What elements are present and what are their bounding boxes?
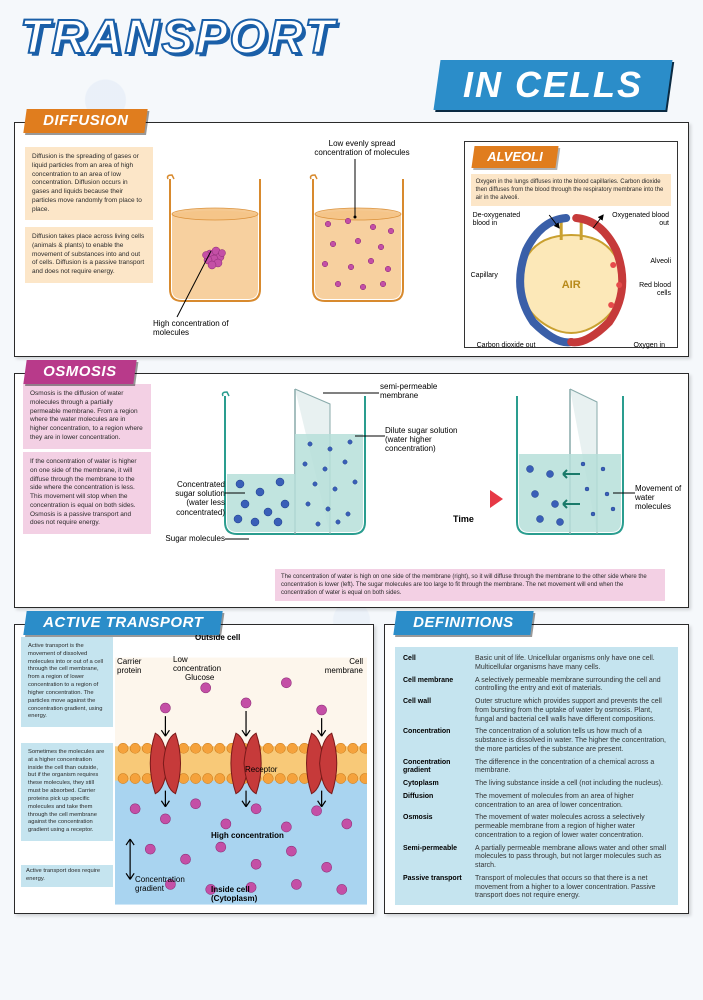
diffusion-tab: DIFFUSION — [23, 109, 148, 133]
active-note1: Active transport is the movement of diss… — [21, 637, 113, 727]
definitions-panel: DEFINITIONS CellBasic unit of life. Unic… — [384, 624, 689, 914]
air-label: AIR — [561, 279, 580, 291]
title-banner: IN CELLS — [433, 60, 672, 110]
definition-term: Diffusion — [403, 793, 475, 811]
definition-term: Cell membrane — [403, 677, 475, 695]
definition-row: Passive transportTransport of molecules … — [403, 875, 670, 901]
diffusion-panel: DIFFUSION Diffusion is the spreading of … — [14, 122, 689, 357]
definitions-box: CellBasic unit of life. Unicellular orga… — [395, 647, 678, 905]
alveoli-capillary-label: Capillary — [471, 272, 513, 280]
page-title: TRANSPORT IN CELLS — [14, 10, 689, 110]
active-tab-label: ACTIVE TRANSPORT — [43, 614, 203, 631]
active-inside-label: Inside cell (Cytoplasm) — [211, 885, 291, 903]
active-transport-panel: ACTIVE TRANSPORT Active transport is the… — [14, 624, 374, 914]
definition-desc: Transport of molecules that occurs so th… — [475, 875, 670, 901]
diffusion-tab-label: DIFFUSION — [43, 112, 128, 129]
osmosis-conc-label: Concentrated sugar solution (water less … — [155, 480, 225, 517]
definition-desc: Outer structure which provides support a… — [475, 698, 670, 724]
definition-row: Semi-permeableA partially permeable memb… — [403, 845, 670, 871]
definition-row: Cell wallOuter structure which provides … — [403, 698, 670, 724]
definition-desc: A partially permeable membrane allows wa… — [475, 845, 670, 871]
active-note3: Active transport does require energy. — [21, 865, 113, 887]
definition-term: Cytoplasm — [403, 780, 475, 789]
title-line1: TRANSPORT — [20, 10, 336, 65]
definition-term: Concentration gradient — [403, 759, 475, 777]
definitions-list: CellBasic unit of life. Unicellular orga… — [403, 655, 670, 901]
active-low-label: Low concentration — [173, 655, 233, 673]
definition-desc: The concentration of a solution tells us… — [475, 728, 670, 754]
definition-row: Cell membraneA selectively permeable mem… — [403, 677, 670, 695]
alveoli-panel: ALVEOLI Oxygen in the lungs diffuses int… — [464, 141, 678, 348]
alveoli-o2-label: Oxygen in — [611, 342, 665, 350]
definition-desc: The movement of molecules from an area o… — [475, 793, 670, 811]
definition-term: Osmosis — [403, 814, 475, 840]
osmosis-note1: Osmosis is the diffusion of water molecu… — [23, 384, 151, 449]
alveoli-alveoli-label: Alveoli — [635, 258, 671, 266]
definition-term: Cell — [403, 655, 475, 673]
active-gradient-label: Concentration gradient — [135, 875, 197, 893]
osmosis-membrane-label: semi-permeable membrane — [380, 382, 460, 400]
definition-row: Concentration gradientThe difference in … — [403, 759, 670, 777]
definition-desc: The movement of water molecules across a… — [475, 814, 670, 840]
osmosis-beaker-before — [210, 384, 380, 539]
definition-term: Passive transport — [403, 875, 475, 901]
alveoli-oxy-label: Oxygenated blood out — [609, 212, 669, 228]
active-receptor-label: Receptor — [245, 765, 289, 774]
definition-term: Semi-permeable — [403, 845, 475, 871]
defs-tab-label: DEFINITIONS — [413, 614, 514, 631]
title-line2: IN CELLS — [463, 64, 643, 106]
osmosis-movement-label: Movement of water molecules — [635, 484, 687, 512]
definition-desc: Basic unit of life. Unicellular organism… — [475, 655, 670, 673]
diffusion-note2: Diffusion takes place across living cell… — [25, 227, 153, 283]
diffusion-note1: Diffusion is the spreading of gases or l… — [25, 147, 153, 220]
active-carrier-label: Carrier protein — [117, 657, 155, 675]
definition-term: Cell wall — [403, 698, 475, 724]
osmosis-note2: If the concentration of water is higher … — [23, 452, 151, 534]
osmosis-dilute-label: Dilute sugar solution (water higher conc… — [385, 426, 475, 454]
osmosis-tab: OSMOSIS — [23, 360, 136, 384]
osmosis-caption: The concentration of water is high on on… — [275, 569, 665, 601]
alveoli-co2-label: Carbon dioxide out — [477, 342, 537, 350]
definition-row: OsmosisThe movement of water molecules a… — [403, 814, 670, 840]
definition-row: CytoplasmThe living substance inside a c… — [403, 780, 670, 789]
active-membrane-label: Cell membrane — [319, 657, 363, 675]
alveoli-deoxy-label: De-oxygenated blood in — [473, 212, 537, 228]
defs-tab: DEFINITIONS — [393, 611, 533, 635]
alveoli-tab-label: ALVEOLI — [487, 149, 543, 164]
definition-row: DiffusionThe movement of molecules from … — [403, 793, 670, 811]
time-label: Time — [453, 514, 474, 524]
definition-desc: The living substance inside a cell (not … — [475, 780, 670, 789]
osmosis-beaker-after — [505, 384, 635, 539]
definition-desc: The difference in the concentration of a… — [475, 759, 670, 777]
alveoli-tab: ALVEOLI — [471, 146, 558, 168]
active-note2: Sometimes the molecules are at a higher … — [21, 743, 113, 841]
active-diagram: Outside cell Carrier protein Low concent… — [115, 635, 367, 907]
osmosis-sugar-label: Sugar molecules — [155, 534, 225, 543]
alveoli-diagram: AIR De-oxygenated blood in Oxygenated bl… — [471, 210, 671, 350]
alveoli-rbc-label: Red blood cells — [631, 282, 671, 298]
beaker2-label: Low evenly spread concentration of molec… — [307, 139, 417, 157]
osmosis-panel: OSMOSIS Osmosis is the diffusion of wate… — [14, 373, 689, 608]
osmosis-tab-label: OSMOSIS — [43, 363, 117, 380]
alveoli-note: Oxygen in the lungs diffuses into the bl… — [471, 174, 671, 206]
definition-row: ConcentrationThe concentration of a solu… — [403, 728, 670, 754]
beaker1-label: High concentration of molecules — [153, 319, 243, 337]
active-tab: ACTIVE TRANSPORT — [23, 611, 223, 635]
active-high-label: High concentration — [211, 831, 291, 840]
definition-desc: A selectively permeable membrane surroun… — [475, 677, 670, 695]
active-glucose-label: Glucose — [185, 673, 225, 682]
definition-term: Concentration — [403, 728, 475, 754]
definition-row: CellBasic unit of life. Unicellular orga… — [403, 655, 670, 673]
